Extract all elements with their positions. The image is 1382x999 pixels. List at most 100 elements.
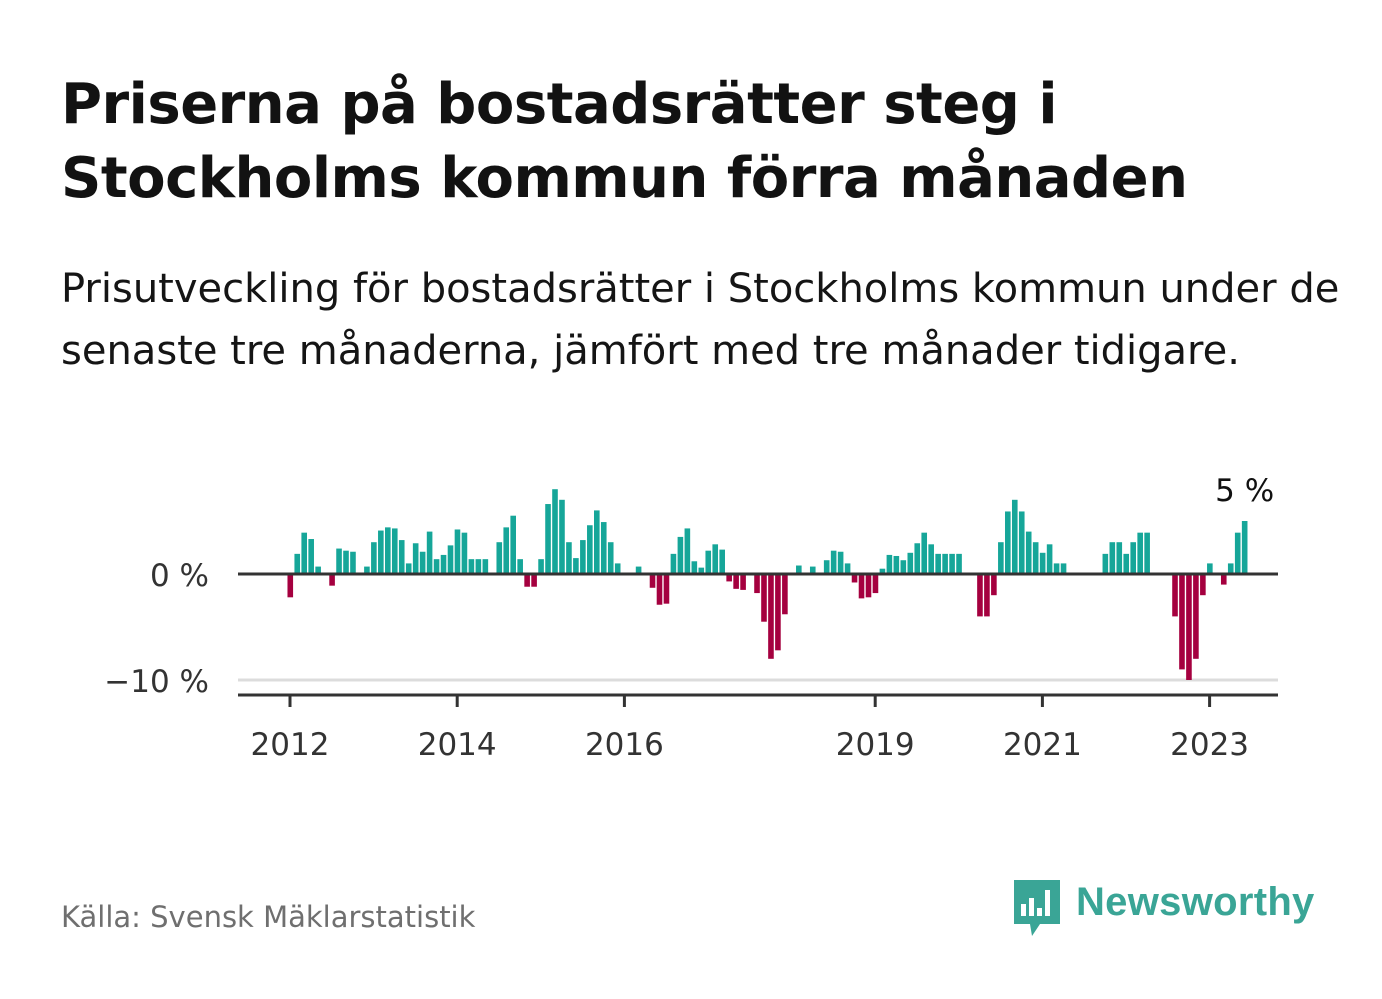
bar	[1046, 544, 1053, 574]
brand-name: Newsworthy	[1076, 880, 1315, 924]
bar	[510, 515, 516, 574]
bar	[1241, 521, 1248, 574]
bar	[1186, 574, 1192, 680]
bar	[538, 559, 544, 574]
last-value-label: 5 %	[1215, 473, 1274, 509]
bar	[956, 553, 962, 574]
bar	[670, 553, 677, 574]
bar	[1220, 574, 1227, 585]
bar	[287, 574, 294, 598]
x-tick-label: 2014	[418, 727, 497, 763]
bar	[531, 574, 537, 587]
bar	[600, 522, 607, 574]
x-tick-label: 2021	[1003, 727, 1082, 763]
bar	[900, 560, 907, 574]
bar	[649, 574, 656, 588]
bar	[350, 551, 356, 574]
x-tick-label: 2023	[1170, 727, 1249, 763]
bar	[942, 553, 948, 574]
brand-logo: Newsworthy	[1012, 878, 1315, 940]
bar	[1227, 563, 1234, 574]
chart-title: Priserna på bostadsrätter steg i Stockho…	[61, 72, 1188, 211]
bar	[580, 540, 586, 574]
bar	[865, 574, 872, 598]
bar	[949, 553, 955, 574]
bar	[844, 563, 851, 574]
bar	[977, 574, 983, 617]
bar	[1011, 499, 1018, 574]
bar	[656, 574, 663, 605]
bar	[761, 574, 767, 622]
bar	[573, 558, 579, 574]
bar	[1193, 574, 1199, 659]
bar	[440, 554, 447, 574]
bar	[998, 542, 1004, 574]
bar	[872, 574, 879, 594]
bar	[984, 574, 990, 617]
bar	[1123, 553, 1130, 574]
bar	[1207, 563, 1213, 574]
bar	[433, 559, 440, 574]
bar	[879, 568, 886, 574]
bar	[886, 554, 893, 574]
bar	[614, 563, 621, 574]
bar	[740, 574, 746, 590]
bar	[329, 574, 335, 586]
bar	[837, 551, 844, 574]
bar	[928, 544, 934, 574]
bar	[663, 574, 670, 604]
bar	[426, 531, 433, 574]
bar	[768, 574, 774, 659]
bar	[454, 529, 461, 574]
bar	[1109, 542, 1116, 574]
bar	[587, 525, 593, 574]
bar	[991, 574, 997, 596]
bar	[754, 574, 760, 594]
bar	[914, 543, 921, 574]
bar	[684, 528, 691, 574]
bar	[705, 550, 712, 574]
bar	[809, 566, 816, 574]
bar	[552, 489, 558, 574]
bar	[1144, 532, 1150, 574]
bar	[1234, 532, 1241, 574]
bar	[607, 542, 614, 574]
bar	[893, 555, 900, 574]
bar	[559, 499, 565, 574]
bar	[1005, 511, 1011, 574]
bar	[921, 532, 928, 574]
bar	[907, 552, 914, 574]
bar	[1200, 574, 1206, 596]
bar	[475, 559, 482, 574]
bar	[733, 574, 739, 589]
bar	[712, 544, 719, 574]
x-tick-label: 2012	[251, 727, 330, 763]
x-tick-label: 2019	[836, 727, 915, 763]
bar	[1179, 574, 1185, 670]
bar	[566, 542, 572, 574]
bar	[1018, 511, 1025, 574]
bar	[823, 560, 830, 574]
bar	[391, 528, 398, 574]
bar	[1039, 552, 1046, 574]
bar	[1053, 563, 1060, 574]
newsworthy-logo-icon	[1014, 880, 1060, 936]
bar	[398, 540, 405, 574]
bar	[496, 542, 503, 574]
bar	[371, 542, 377, 574]
bar	[775, 574, 781, 651]
bar	[524, 574, 530, 587]
bar	[405, 563, 412, 574]
bar	[1060, 563, 1067, 574]
bar	[691, 561, 698, 574]
bar	[1137, 532, 1143, 574]
x-tick-label: 2016	[585, 727, 664, 763]
bar	[517, 559, 523, 574]
bar	[301, 532, 308, 574]
bar	[719, 549, 725, 574]
bar	[830, 550, 837, 574]
bar	[294, 553, 301, 574]
bar	[726, 574, 732, 582]
bar	[468, 559, 475, 574]
